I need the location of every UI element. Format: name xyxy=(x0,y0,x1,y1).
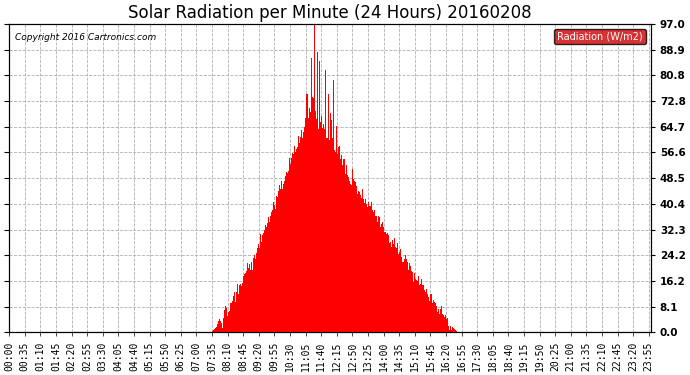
Legend: Radiation (W/m2): Radiation (W/m2) xyxy=(555,28,646,44)
Text: Copyright 2016 Cartronics.com: Copyright 2016 Cartronics.com xyxy=(15,33,157,42)
Title: Solar Radiation per Minute (24 Hours) 20160208: Solar Radiation per Minute (24 Hours) 20… xyxy=(128,4,532,22)
